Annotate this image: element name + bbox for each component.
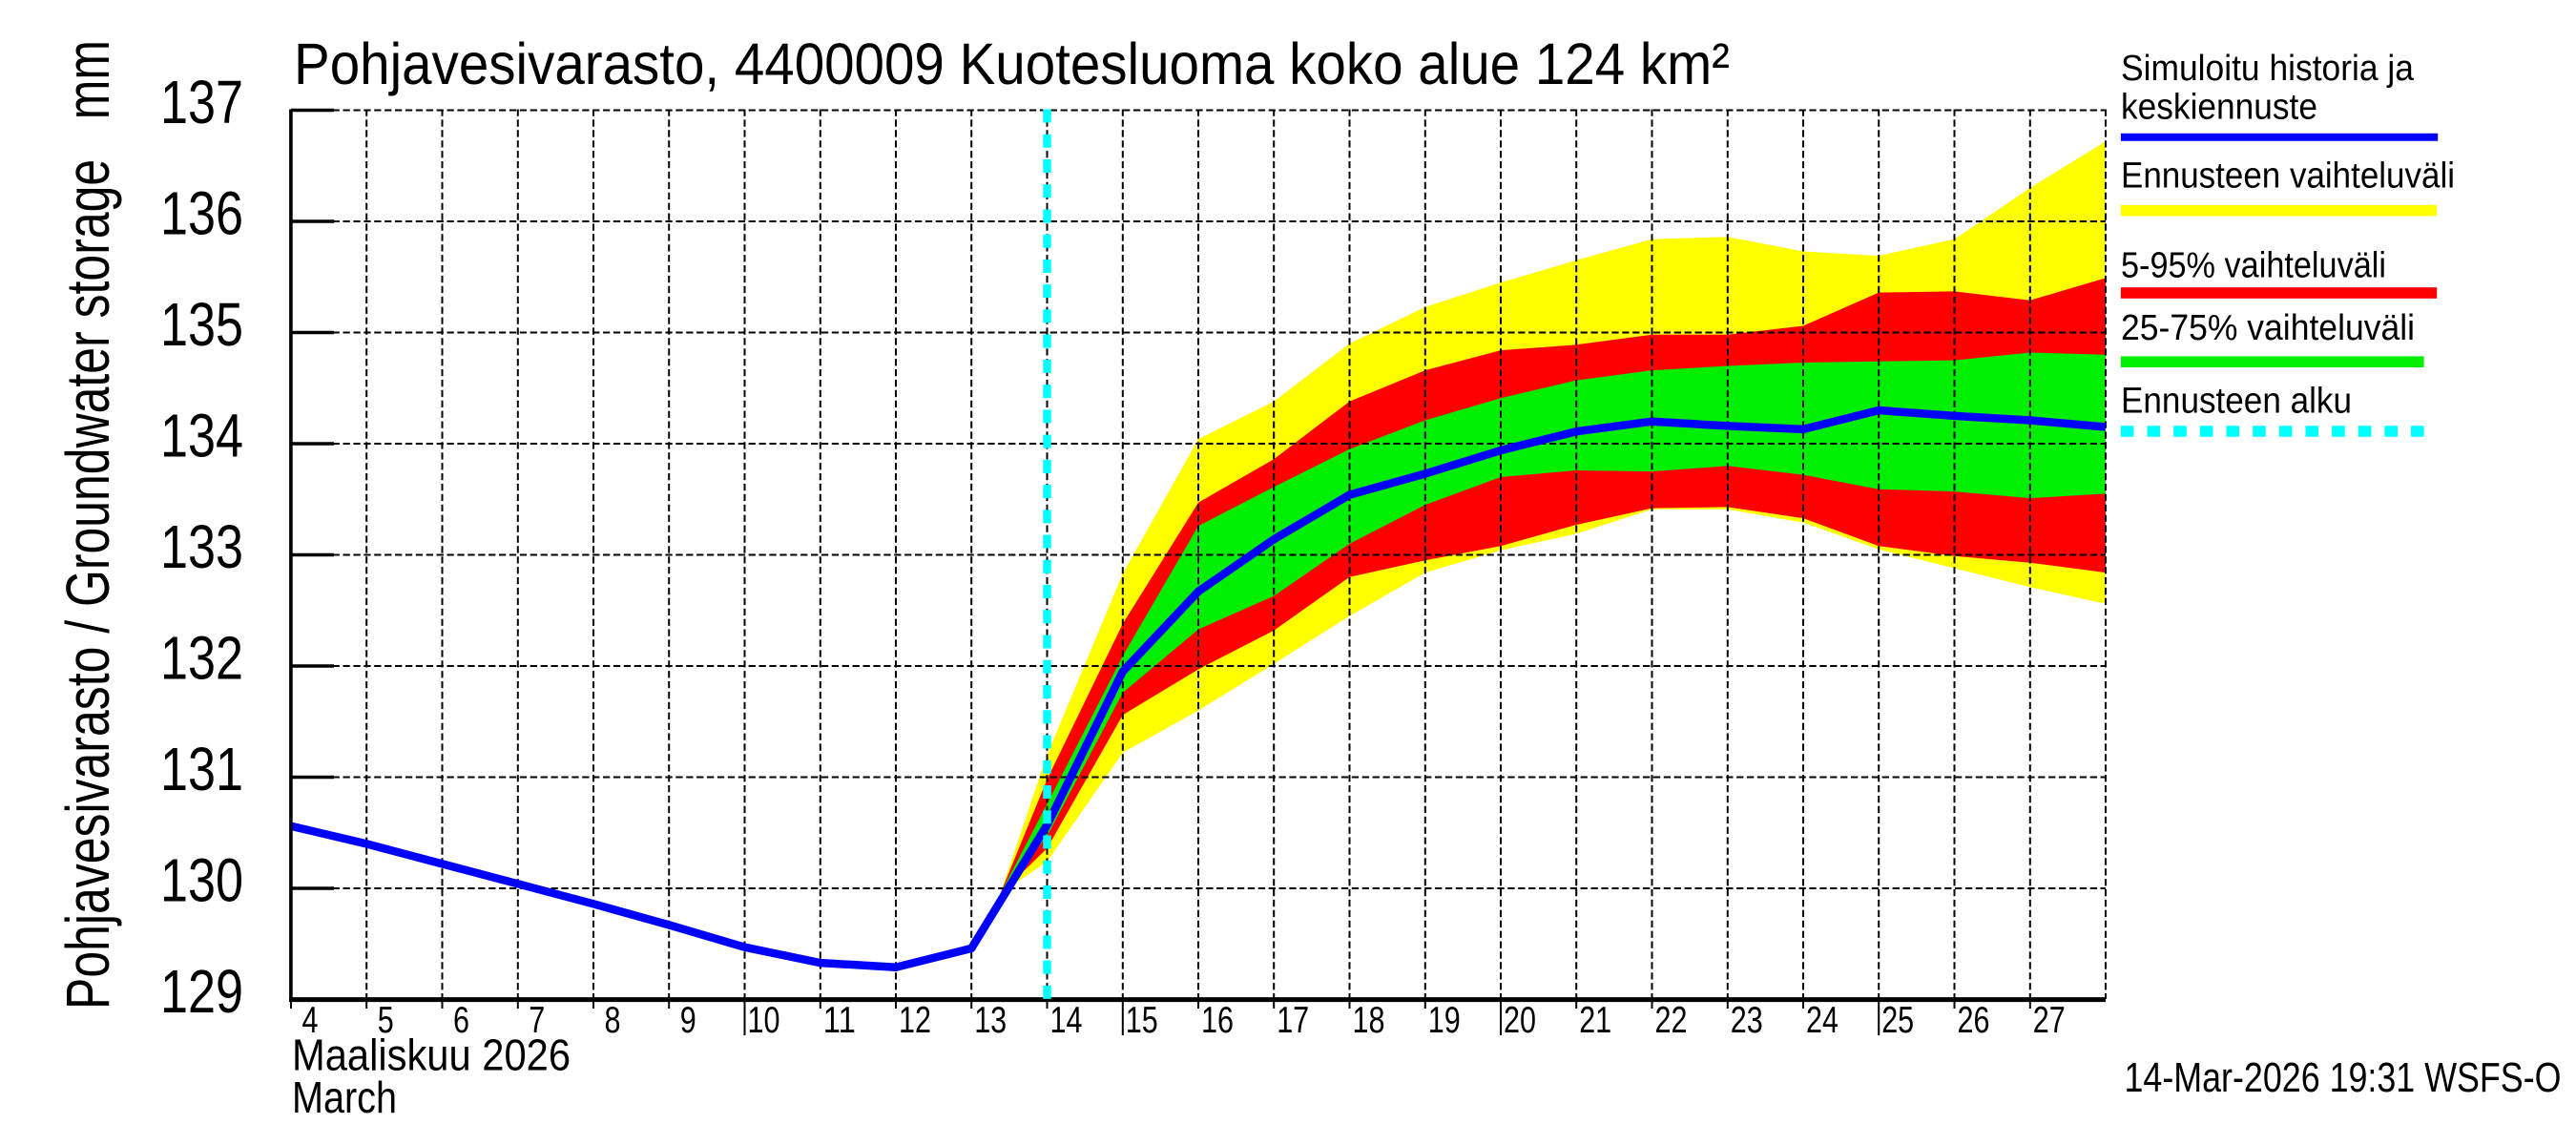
svg-text:130: 130	[160, 846, 243, 915]
svg-text:26: 26	[1958, 1000, 1990, 1041]
svg-text:Pohjavesivarasto, 4400009 Kuot: Pohjavesivarasto, 4400009 Kuotesluoma ko…	[294, 31, 1730, 96]
svg-text:11: 11	[823, 1000, 856, 1041]
svg-text:16: 16	[1201, 1000, 1234, 1041]
svg-text:14: 14	[1050, 1000, 1083, 1041]
svg-text:14-Mar-2026 19:31 WSFS-O: 14-Mar-2026 19:31 WSFS-O	[2125, 1055, 2562, 1101]
svg-text:March: March	[292, 1072, 397, 1122]
svg-text:22: 22	[1655, 1000, 1688, 1041]
svg-text:136: 136	[160, 179, 243, 248]
svg-text:15: 15	[1126, 1000, 1158, 1041]
svg-text:133: 133	[160, 512, 243, 581]
svg-text:137: 137	[160, 68, 243, 136]
svg-text:21: 21	[1579, 1000, 1611, 1041]
svg-text:10: 10	[748, 1000, 780, 1041]
svg-text:Pohjavesivarasto / Groundwater: Pohjavesivarasto / Groundwater storage m…	[53, 40, 122, 1010]
svg-text:18: 18	[1353, 1000, 1385, 1041]
svg-text:19: 19	[1428, 1000, 1461, 1041]
svg-text:131: 131	[160, 735, 243, 803]
svg-text:Maaliskuu 2026: Maaliskuu 2026	[292, 1030, 571, 1080]
svg-text:6: 6	[453, 1000, 469, 1041]
svg-text:8: 8	[605, 1000, 621, 1041]
svg-text:135: 135	[160, 290, 243, 359]
svg-text:25: 25	[1881, 1000, 1914, 1041]
svg-text:134: 134	[160, 402, 243, 470]
svg-text:23: 23	[1731, 1000, 1763, 1041]
svg-text:17: 17	[1277, 1000, 1309, 1041]
svg-text:4: 4	[302, 1000, 319, 1041]
svg-text:13: 13	[974, 1000, 1007, 1041]
svg-text:5-95% vaihteluväli: 5-95% vaihteluväli	[2121, 246, 2386, 286]
svg-text:24: 24	[1806, 1000, 1839, 1041]
svg-text:12: 12	[899, 1000, 931, 1041]
svg-text:7: 7	[529, 1000, 545, 1041]
svg-text:Ennusteen alku: Ennusteen alku	[2121, 382, 2352, 422]
svg-text:25-75% vaihteluväli: 25-75% vaihteluväli	[2121, 308, 2415, 348]
svg-text:132: 132	[160, 624, 243, 693]
svg-text:9: 9	[680, 1000, 696, 1041]
svg-text:27: 27	[2033, 1000, 2066, 1041]
svg-text:Simuloitu historia ja: Simuloitu historia ja	[2121, 49, 2415, 89]
svg-text:5: 5	[378, 1000, 394, 1041]
svg-text:Ennusteen vaihteluväli: Ennusteen vaihteluväli	[2121, 156, 2455, 196]
svg-text:20: 20	[1504, 1000, 1536, 1041]
svg-text:keskiennuste: keskiennuste	[2121, 88, 2317, 128]
svg-text:129: 129	[160, 957, 243, 1026]
